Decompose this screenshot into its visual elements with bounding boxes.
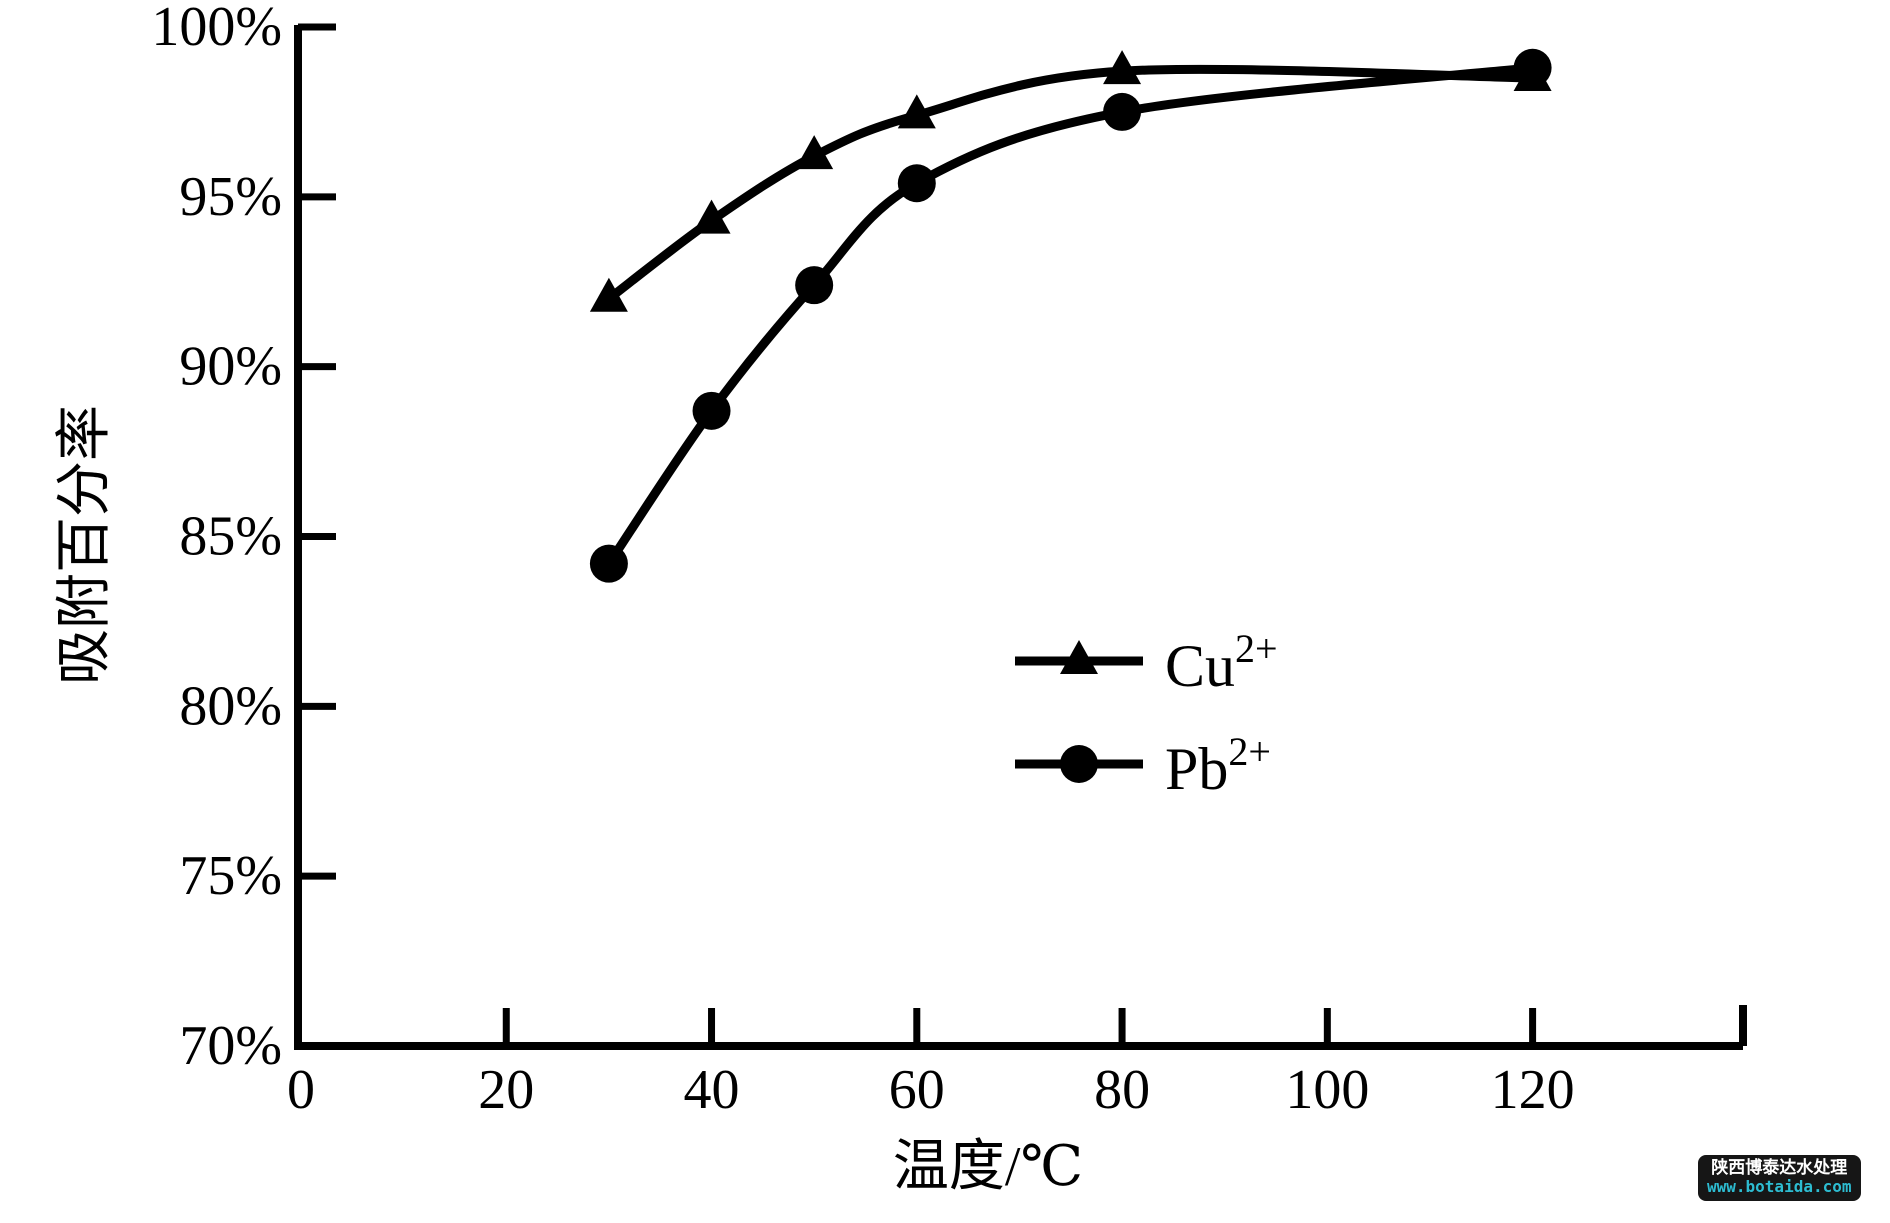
y-axis-tick-label: 80% — [179, 675, 282, 737]
watermark-company-text: 陕西博泰达水处理 — [1711, 1158, 1848, 1178]
pb2+-data-marker-circle — [589, 544, 628, 583]
x-axis-title: 温度/℃ — [893, 1136, 1083, 1198]
legend-label: Pb2+ — [1165, 729, 1271, 802]
legend-marker-circle — [1060, 745, 1098, 783]
x-axis-tick-label: 120 — [1491, 1059, 1575, 1121]
cu2+-data-marker-triangle — [1103, 50, 1142, 85]
y-axis-tick-label: 70% — [179, 1015, 282, 1077]
pb2+-data-marker-circle — [1103, 92, 1142, 131]
x-axis-tick-label: 100 — [1285, 1059, 1369, 1121]
x-axis-tick-label: 60 — [889, 1059, 945, 1121]
pb2+-data-marker-circle — [897, 164, 936, 203]
axis-lines — [294, 25, 1743, 1050]
cu2+-data-marker-triangle — [589, 277, 628, 312]
x-axis-tick-label: 20 — [478, 1059, 534, 1121]
cu2+-data-marker-triangle — [692, 199, 731, 234]
y-axis-tick-label: 90% — [179, 336, 282, 398]
y-axis-tick-label: 85% — [179, 506, 282, 568]
y-axis-tick-label: 95% — [179, 166, 282, 228]
y-axis-title: 吸附百分率 — [54, 405, 116, 685]
cu2+-data-marker-triangle — [795, 135, 834, 170]
y-axis-tick-label: 100% — [151, 0, 282, 58]
cu2+-data-marker-triangle — [897, 94, 936, 129]
pb2+-data-marker-circle — [1513, 48, 1552, 87]
watermark-badge: 陕西博泰达水处理 www.botaida.com — [1698, 1155, 1861, 1201]
x-axis-tick-label: 0 — [287, 1059, 315, 1121]
x-axis-tick-label: 80 — [1094, 1059, 1150, 1121]
watermark-url-text: www.botaida.com — [1707, 1177, 1852, 1197]
pb2+-data-marker-circle — [692, 391, 731, 430]
cu2+-series-line — [604, 64, 1538, 304]
legend-marker-triangle — [1060, 640, 1098, 674]
legend-label: Cu2+ — [1165, 626, 1278, 699]
pb2+-series-line — [604, 63, 1538, 569]
x-axis-tick-label: 40 — [684, 1059, 740, 1121]
pb2+-data-marker-circle — [795, 266, 834, 305]
y-axis-tick-label: 75% — [179, 845, 282, 907]
